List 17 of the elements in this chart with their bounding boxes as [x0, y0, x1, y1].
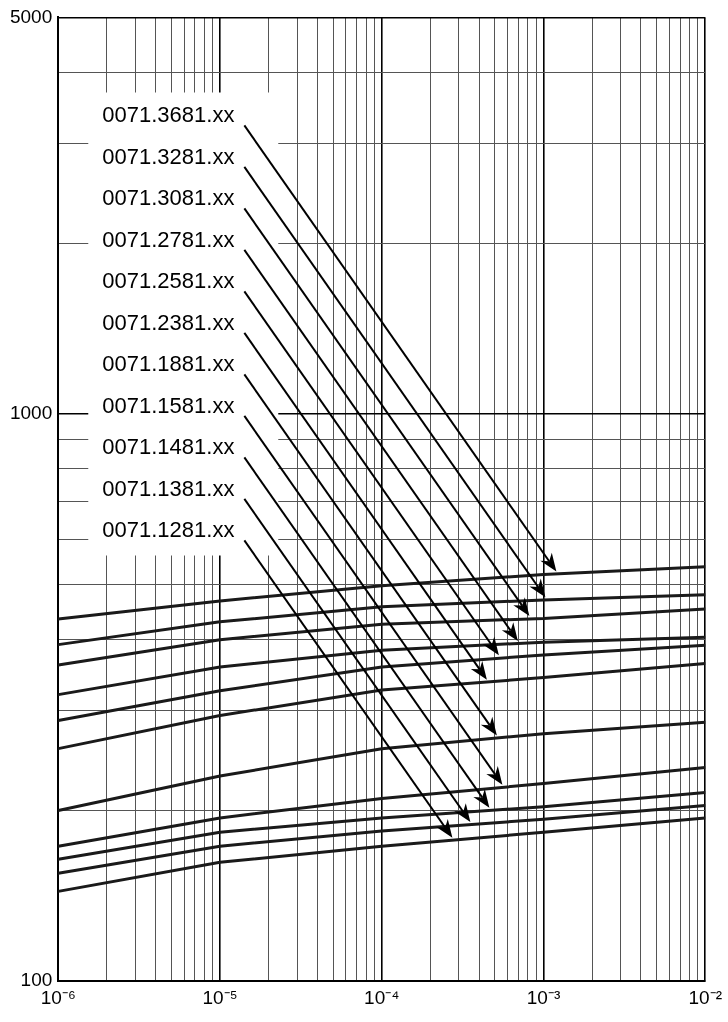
y-tick-label: 1000: [9, 402, 53, 424]
text: 0071.2781.xx: [102, 226, 235, 252]
text: 0071.2381.xx: [102, 309, 235, 335]
x-tick-label: 10⁻⁴: [364, 986, 400, 1008]
x-tick-label: 10⁻⁵: [202, 986, 238, 1008]
y-tick-label: 5000: [9, 5, 53, 27]
text: 0071.1881.xx: [102, 351, 235, 377]
text: 0071.3681.xx: [102, 102, 235, 128]
text: 0071.3281.xx: [102, 143, 235, 169]
text: 0071.1481.xx: [102, 434, 235, 460]
text: 0071.2581.xx: [102, 268, 235, 294]
text: 0071.3081.xx: [102, 185, 235, 211]
x-tick-label: 10⁻³: [526, 986, 561, 1008]
text: 0071.1281.xx: [102, 517, 235, 543]
text: 0071.1581.xx: [102, 392, 235, 418]
x-tick-label: 10⁻²: [688, 986, 722, 1008]
text: 0071.1381.xx: [102, 475, 235, 501]
